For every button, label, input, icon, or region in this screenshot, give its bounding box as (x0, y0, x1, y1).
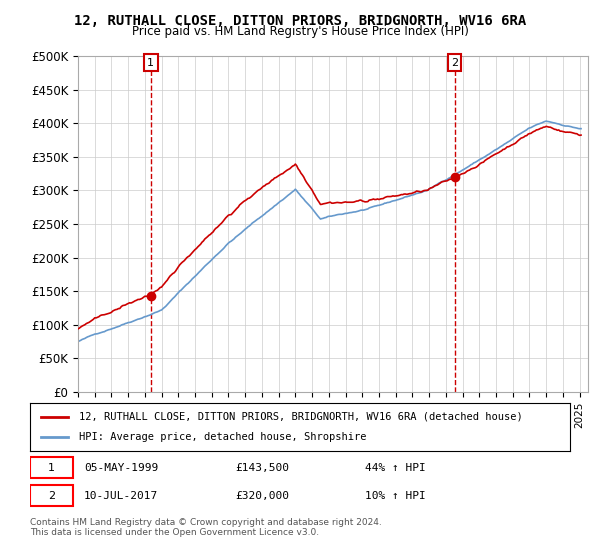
Text: Contains HM Land Registry data © Crown copyright and database right 2024.
This d: Contains HM Land Registry data © Crown c… (30, 518, 382, 538)
Text: 44% ↑ HPI: 44% ↑ HPI (365, 463, 425, 473)
FancyBboxPatch shape (30, 485, 73, 506)
Text: £143,500: £143,500 (235, 463, 289, 473)
Text: £320,000: £320,000 (235, 491, 289, 501)
Text: 1: 1 (147, 58, 154, 68)
Text: 2: 2 (451, 58, 458, 68)
Text: HPI: Average price, detached house, Shropshire: HPI: Average price, detached house, Shro… (79, 432, 366, 442)
Text: 12, RUTHALL CLOSE, DITTON PRIORS, BRIDGNORTH, WV16 6RA (detached house): 12, RUTHALL CLOSE, DITTON PRIORS, BRIDGN… (79, 412, 523, 422)
Text: 2: 2 (48, 491, 55, 501)
FancyBboxPatch shape (30, 457, 73, 478)
Text: 12, RUTHALL CLOSE, DITTON PRIORS, BRIDGNORTH, WV16 6RA: 12, RUTHALL CLOSE, DITTON PRIORS, BRIDGN… (74, 14, 526, 28)
Text: 10-JUL-2017: 10-JUL-2017 (84, 491, 158, 501)
Text: Price paid vs. HM Land Registry's House Price Index (HPI): Price paid vs. HM Land Registry's House … (131, 25, 469, 38)
Text: 05-MAY-1999: 05-MAY-1999 (84, 463, 158, 473)
Text: 1: 1 (48, 463, 55, 473)
Text: 10% ↑ HPI: 10% ↑ HPI (365, 491, 425, 501)
